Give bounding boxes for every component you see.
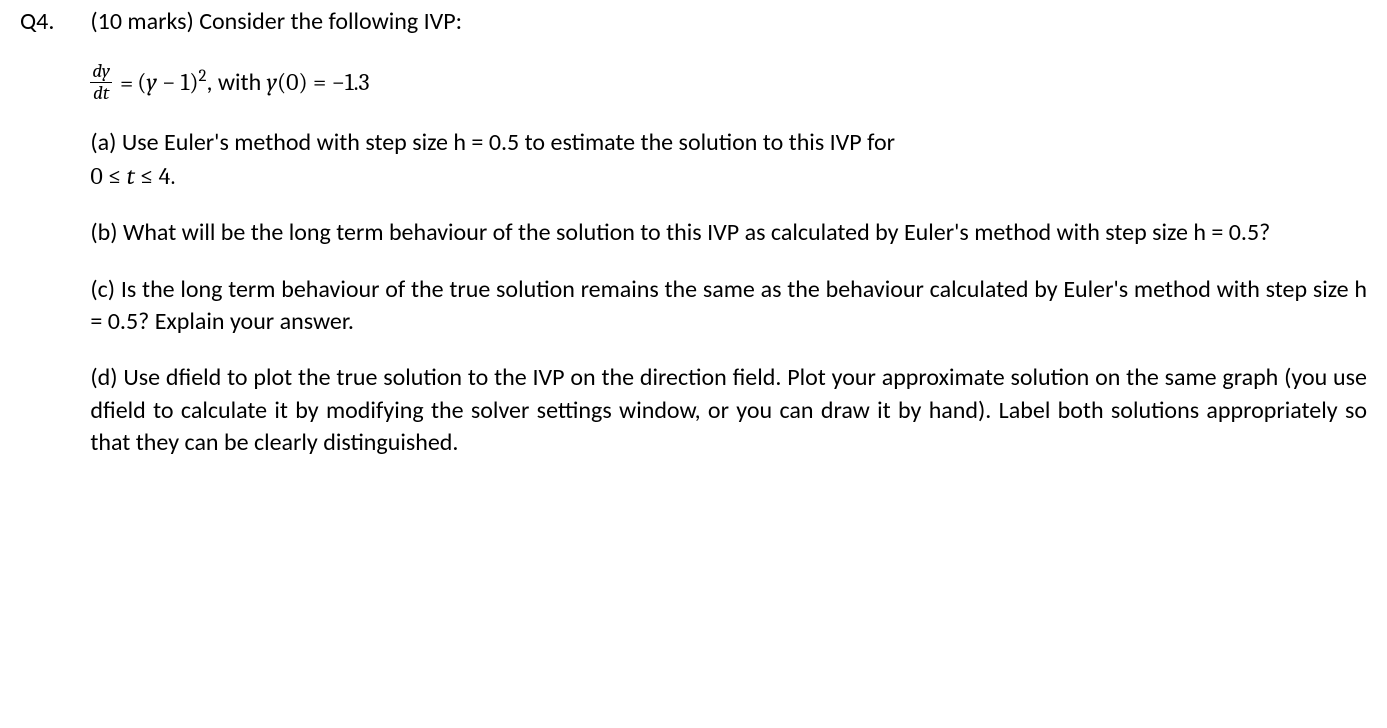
rhs-variable-y: y <box>146 68 156 96</box>
rhs-expression: (y − 1)2, with y(0) = −1.3 <box>137 66 369 99</box>
initial-condition: (0) = −1.3 <box>277 68 370 96</box>
part-a-text: (a) Use Euler's method with step size h … <box>90 128 895 157</box>
part-a-range-pre: 0 ≤ <box>90 162 126 190</box>
fraction-denominator: dt <box>91 83 111 103</box>
ivp-equation: dy dt = (y − 1)2, with y(0) = −1.3 <box>90 62 1367 103</box>
question-number: Q4. <box>20 6 54 460</box>
derivative-fraction: dy dt <box>90 62 112 103</box>
question-intro: (10 marks) Consider the following IVP: <box>90 6 1367 38</box>
part-a: (a) Use Euler's method with step size h … <box>90 127 1367 193</box>
rhs-minus-one: − 1) <box>157 68 199 96</box>
fraction-numerator: dy <box>90 62 112 83</box>
ic-variable-y: y <box>267 68 277 96</box>
comma-with-text: , with <box>206 68 266 97</box>
part-c: (c) Is the long term behaviour of the tr… <box>90 274 1367 339</box>
part-d: (d) Use dfield to plot the true solution… <box>90 362 1367 459</box>
part-a-range-var: t <box>127 162 135 190</box>
question-body: (10 marks) Consider the following IVP: d… <box>90 6 1367 460</box>
equals-sign: = <box>120 67 133 99</box>
part-a-range-post: ≤ 4. <box>135 162 176 190</box>
part-b: (b) What will be the long term behaviour… <box>90 217 1367 249</box>
question-container: Q4. (10 marks) Consider the following IV… <box>20 6 1367 460</box>
